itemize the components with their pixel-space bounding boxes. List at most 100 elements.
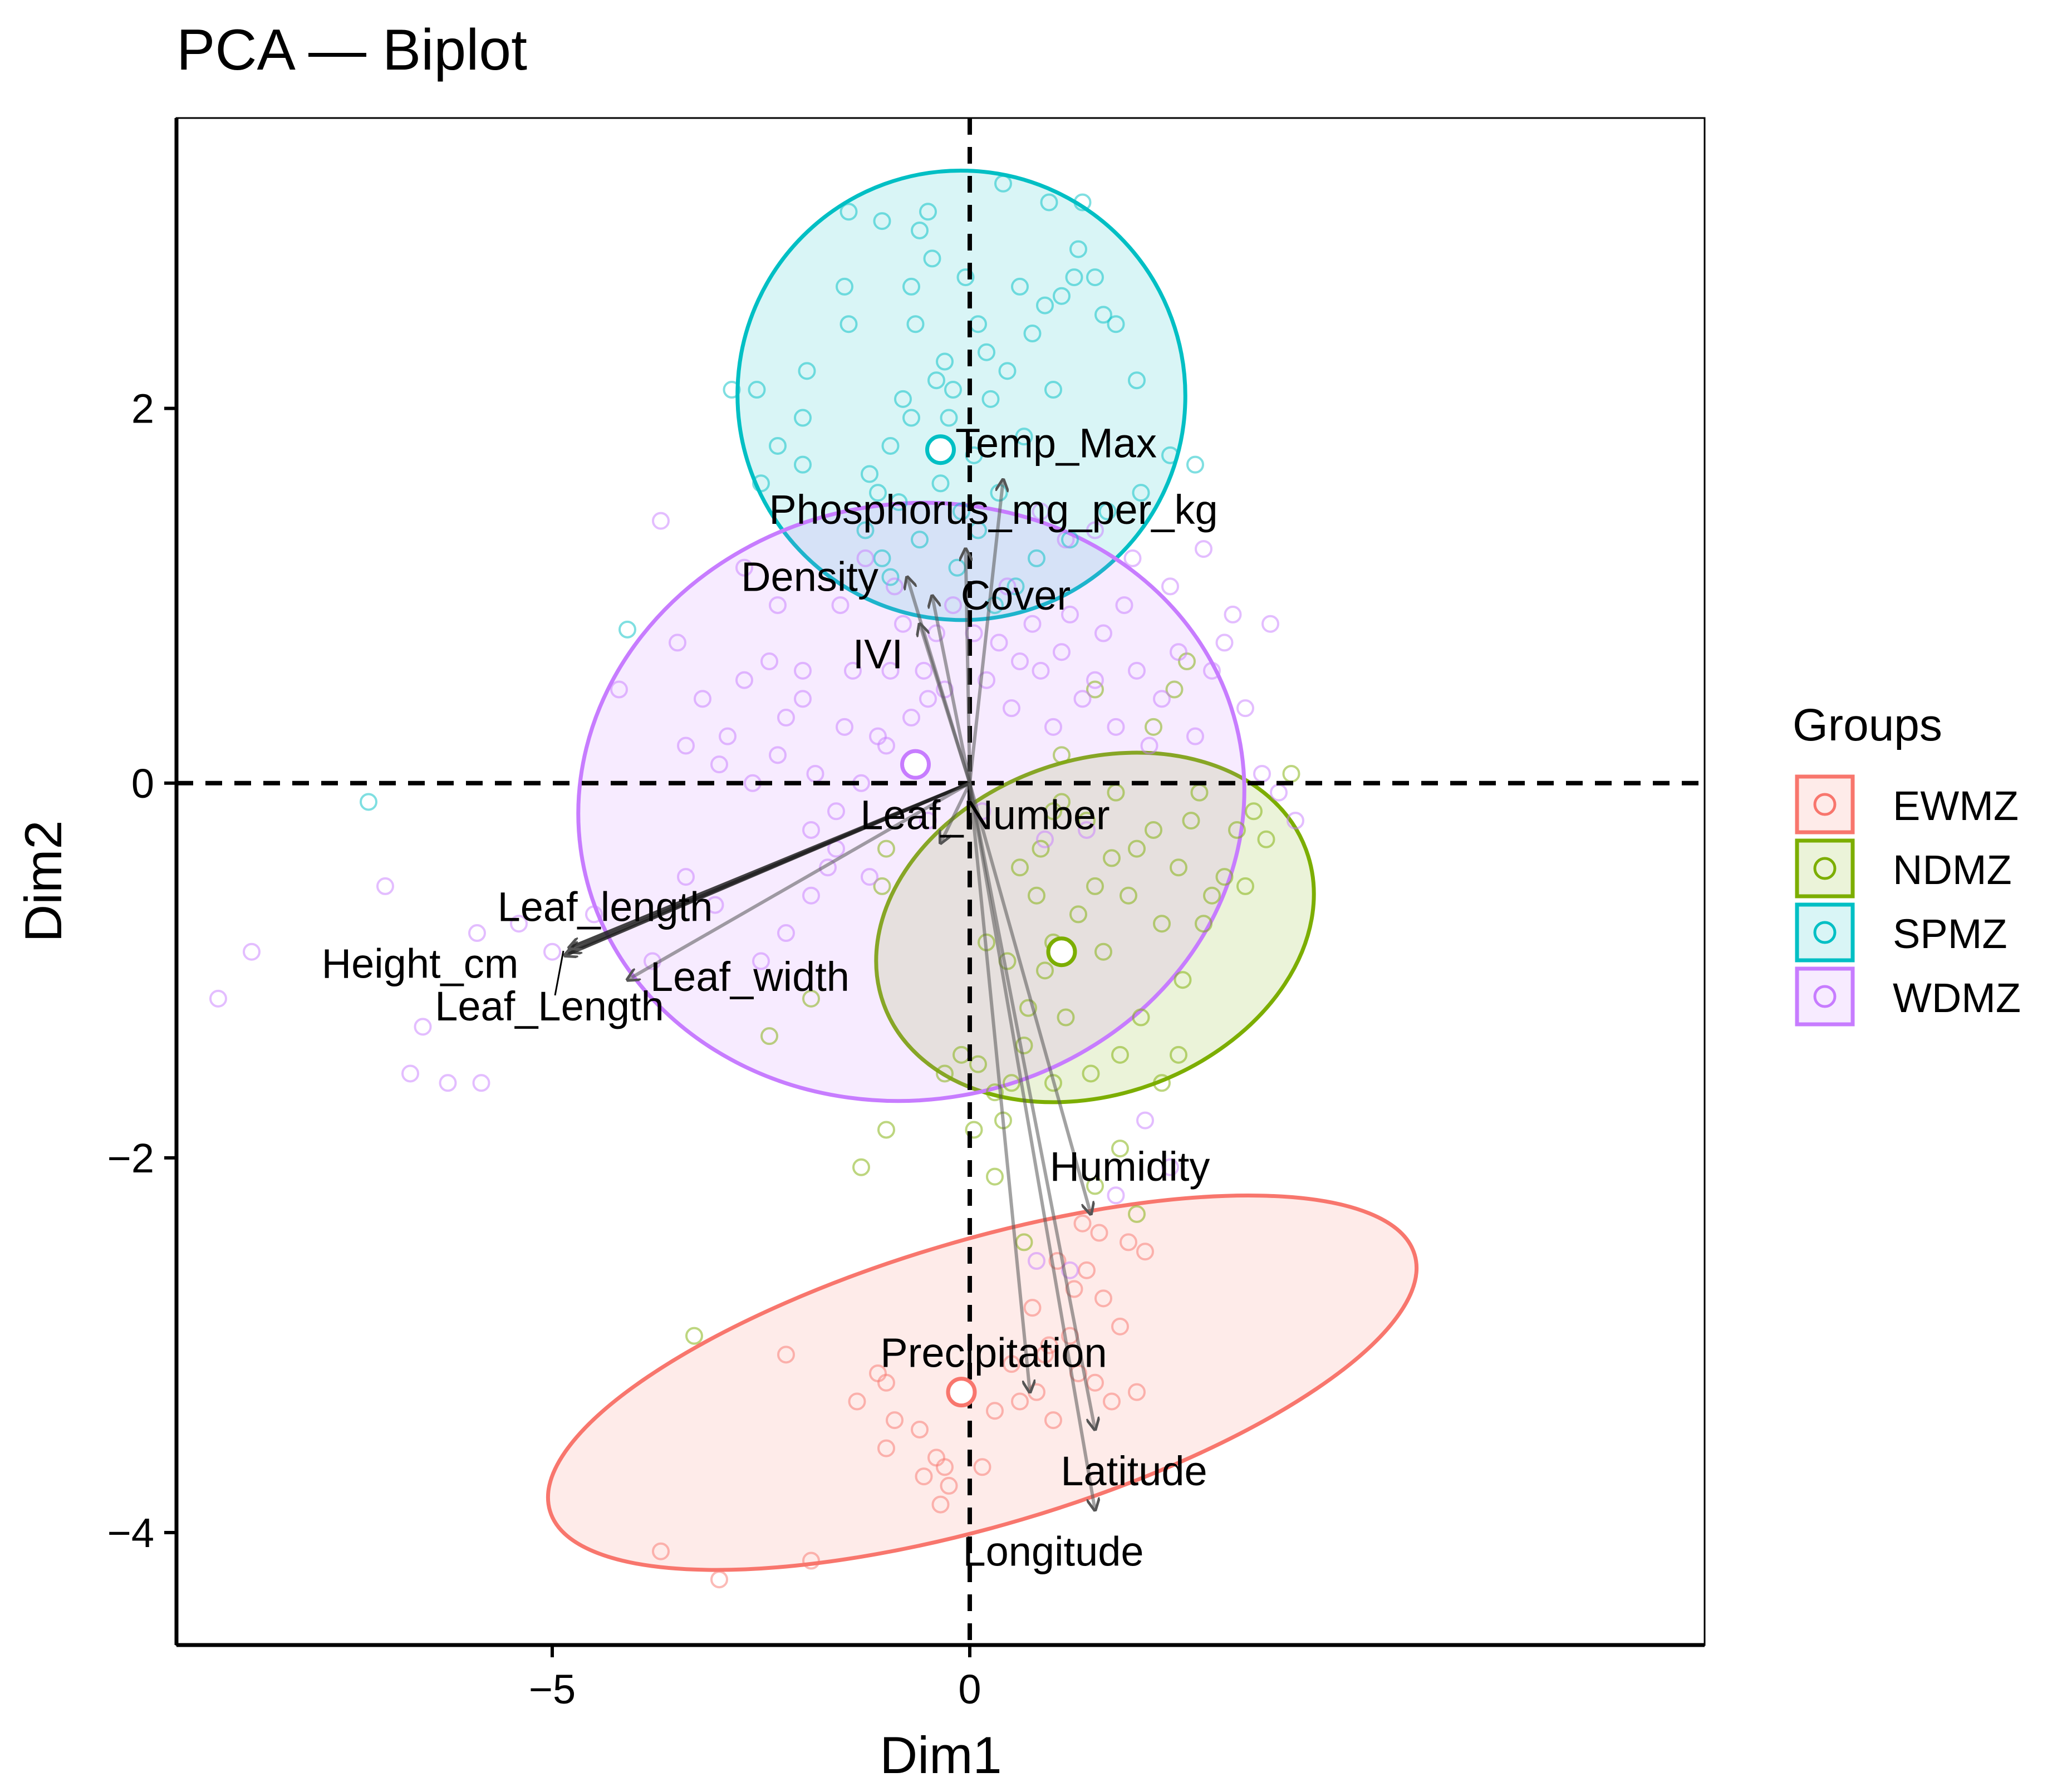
point-ndmz: [986, 1083, 1004, 1102]
point-wdmz: [1073, 690, 1092, 708]
point-wdmz: [1195, 540, 1212, 558]
point-ewmz: [931, 1495, 950, 1514]
point-ndmz: [1003, 1074, 1020, 1092]
leader-line: [554, 950, 564, 996]
legend-point-icon: [1813, 857, 1837, 880]
point-spmz: [1132, 484, 1150, 502]
point-wdmz: [1028, 1252, 1045, 1270]
point-spmz: [839, 203, 858, 221]
point-wdmz: [902, 709, 920, 727]
legend-item-wdmz[interactable]: WDMZ: [1795, 966, 2021, 1027]
point-ndmz: [802, 989, 820, 1008]
point-spmz: [902, 409, 920, 427]
point-ndmz: [1032, 839, 1050, 858]
legend-swatch: [1795, 966, 1855, 1027]
point-spmz: [360, 793, 377, 811]
point-wdmz: [1215, 634, 1234, 652]
point-ewmz: [710, 1570, 728, 1589]
point-spmz: [794, 455, 812, 474]
point-ndmz: [1128, 1205, 1146, 1223]
label-leaf-length: Leaf_Length: [435, 983, 664, 1029]
point-wdmz: [706, 896, 724, 914]
legend-item-ndmz[interactable]: NDMZ: [1795, 838, 2012, 899]
point-ndmz: [1145, 718, 1162, 736]
point-wdmz: [1161, 577, 1179, 596]
point-ndmz: [877, 839, 895, 858]
label-phosphorus-mg-per-kg: Phosphorus_mg_per_kg: [769, 487, 1217, 533]
point-wdmz: [856, 549, 875, 567]
point-ndmz: [1019, 999, 1037, 1017]
legend-item-spmz[interactable]: SPMZ: [1795, 902, 2007, 963]
label-latitude: Latitude: [1061, 1448, 1207, 1494]
arrow-leaf-width: [627, 782, 971, 980]
point-wdmz: [1140, 737, 1158, 755]
point-ndmz: [1069, 905, 1087, 924]
point-ewmz: [1023, 1299, 1042, 1317]
point-wdmz: [802, 886, 820, 905]
point-spmz: [836, 277, 853, 296]
y-axis-ticks: −4 −2 0 2: [107, 386, 176, 1556]
point-ndmz: [852, 1158, 870, 1176]
point-spmz: [861, 465, 878, 483]
point-ndmz: [969, 1055, 987, 1073]
point-wdmz: [439, 1074, 457, 1092]
point-ewmz: [886, 1411, 904, 1430]
point-ndmz: [760, 1027, 778, 1045]
point-spmz: [944, 381, 962, 399]
point-ewmz: [973, 1458, 991, 1476]
y-tick-label: −2: [107, 1135, 154, 1181]
point-ewmz: [1003, 1355, 1020, 1373]
point-wdmz: [919, 812, 937, 830]
point-wdmz: [543, 942, 561, 961]
point-spmz: [1015, 428, 1033, 446]
point-spmz: [902, 277, 920, 296]
point-spmz: [794, 409, 812, 427]
point-wdmz: [915, 661, 933, 680]
arrow-humidity: [968, 782, 1091, 1214]
point-ndmz: [1132, 1008, 1150, 1027]
point-ewmz: [936, 1458, 954, 1476]
point-wdmz: [978, 671, 995, 689]
point-wdmz: [468, 924, 486, 942]
point-wdmz: [1287, 812, 1304, 830]
point-wdmz: [1061, 1261, 1079, 1279]
point-wdmz: [1123, 549, 1142, 567]
point-wdmz: [1136, 1111, 1154, 1130]
point-ndmz: [1174, 971, 1192, 989]
label-leaf-number: Leaf_Number: [860, 792, 1109, 838]
point-spmz: [965, 446, 983, 464]
arrow-cover: [932, 596, 971, 784]
legend-point-icon: [1813, 793, 1837, 816]
point-wdmz: [376, 877, 394, 895]
point-wdmz: [802, 821, 820, 839]
legend-label: SPMZ: [1893, 911, 2007, 957]
point-wdmz: [777, 924, 795, 942]
point-wdmz: [836, 718, 853, 736]
legend-item-ewmz[interactable]: EWMZ: [1795, 774, 2019, 834]
legend-label: NDMZ: [1893, 847, 2012, 893]
ellipse-wdmz: [576, 500, 1246, 1103]
label-leaf-length: Leaf_length: [498, 884, 713, 930]
point-ewmz: [652, 1542, 670, 1560]
point-ndmz: [685, 1327, 703, 1345]
point-spmz: [1094, 306, 1112, 324]
point-ndmz: [986, 1167, 1004, 1186]
point-wdmz: [1078, 821, 1096, 839]
point-wdmz: [794, 690, 812, 708]
point-wdmz: [735, 671, 753, 689]
point-wdmz: [735, 558, 753, 577]
point-spmz: [1128, 371, 1146, 390]
point-spmz: [978, 343, 995, 361]
point-ewmz: [1036, 1346, 1054, 1364]
point-spmz: [923, 249, 941, 268]
legend-swatch: [1795, 838, 1855, 899]
point-wdmz: [794, 661, 812, 680]
point-wdmz: [1032, 502, 1050, 521]
point-wdmz: [1115, 596, 1133, 615]
point-ndmz: [1165, 680, 1184, 699]
observation-points: [209, 174, 1304, 1589]
legend-swatch: [1795, 902, 1855, 963]
point-wdmz: [1023, 615, 1042, 633]
point-spmz: [927, 371, 945, 390]
